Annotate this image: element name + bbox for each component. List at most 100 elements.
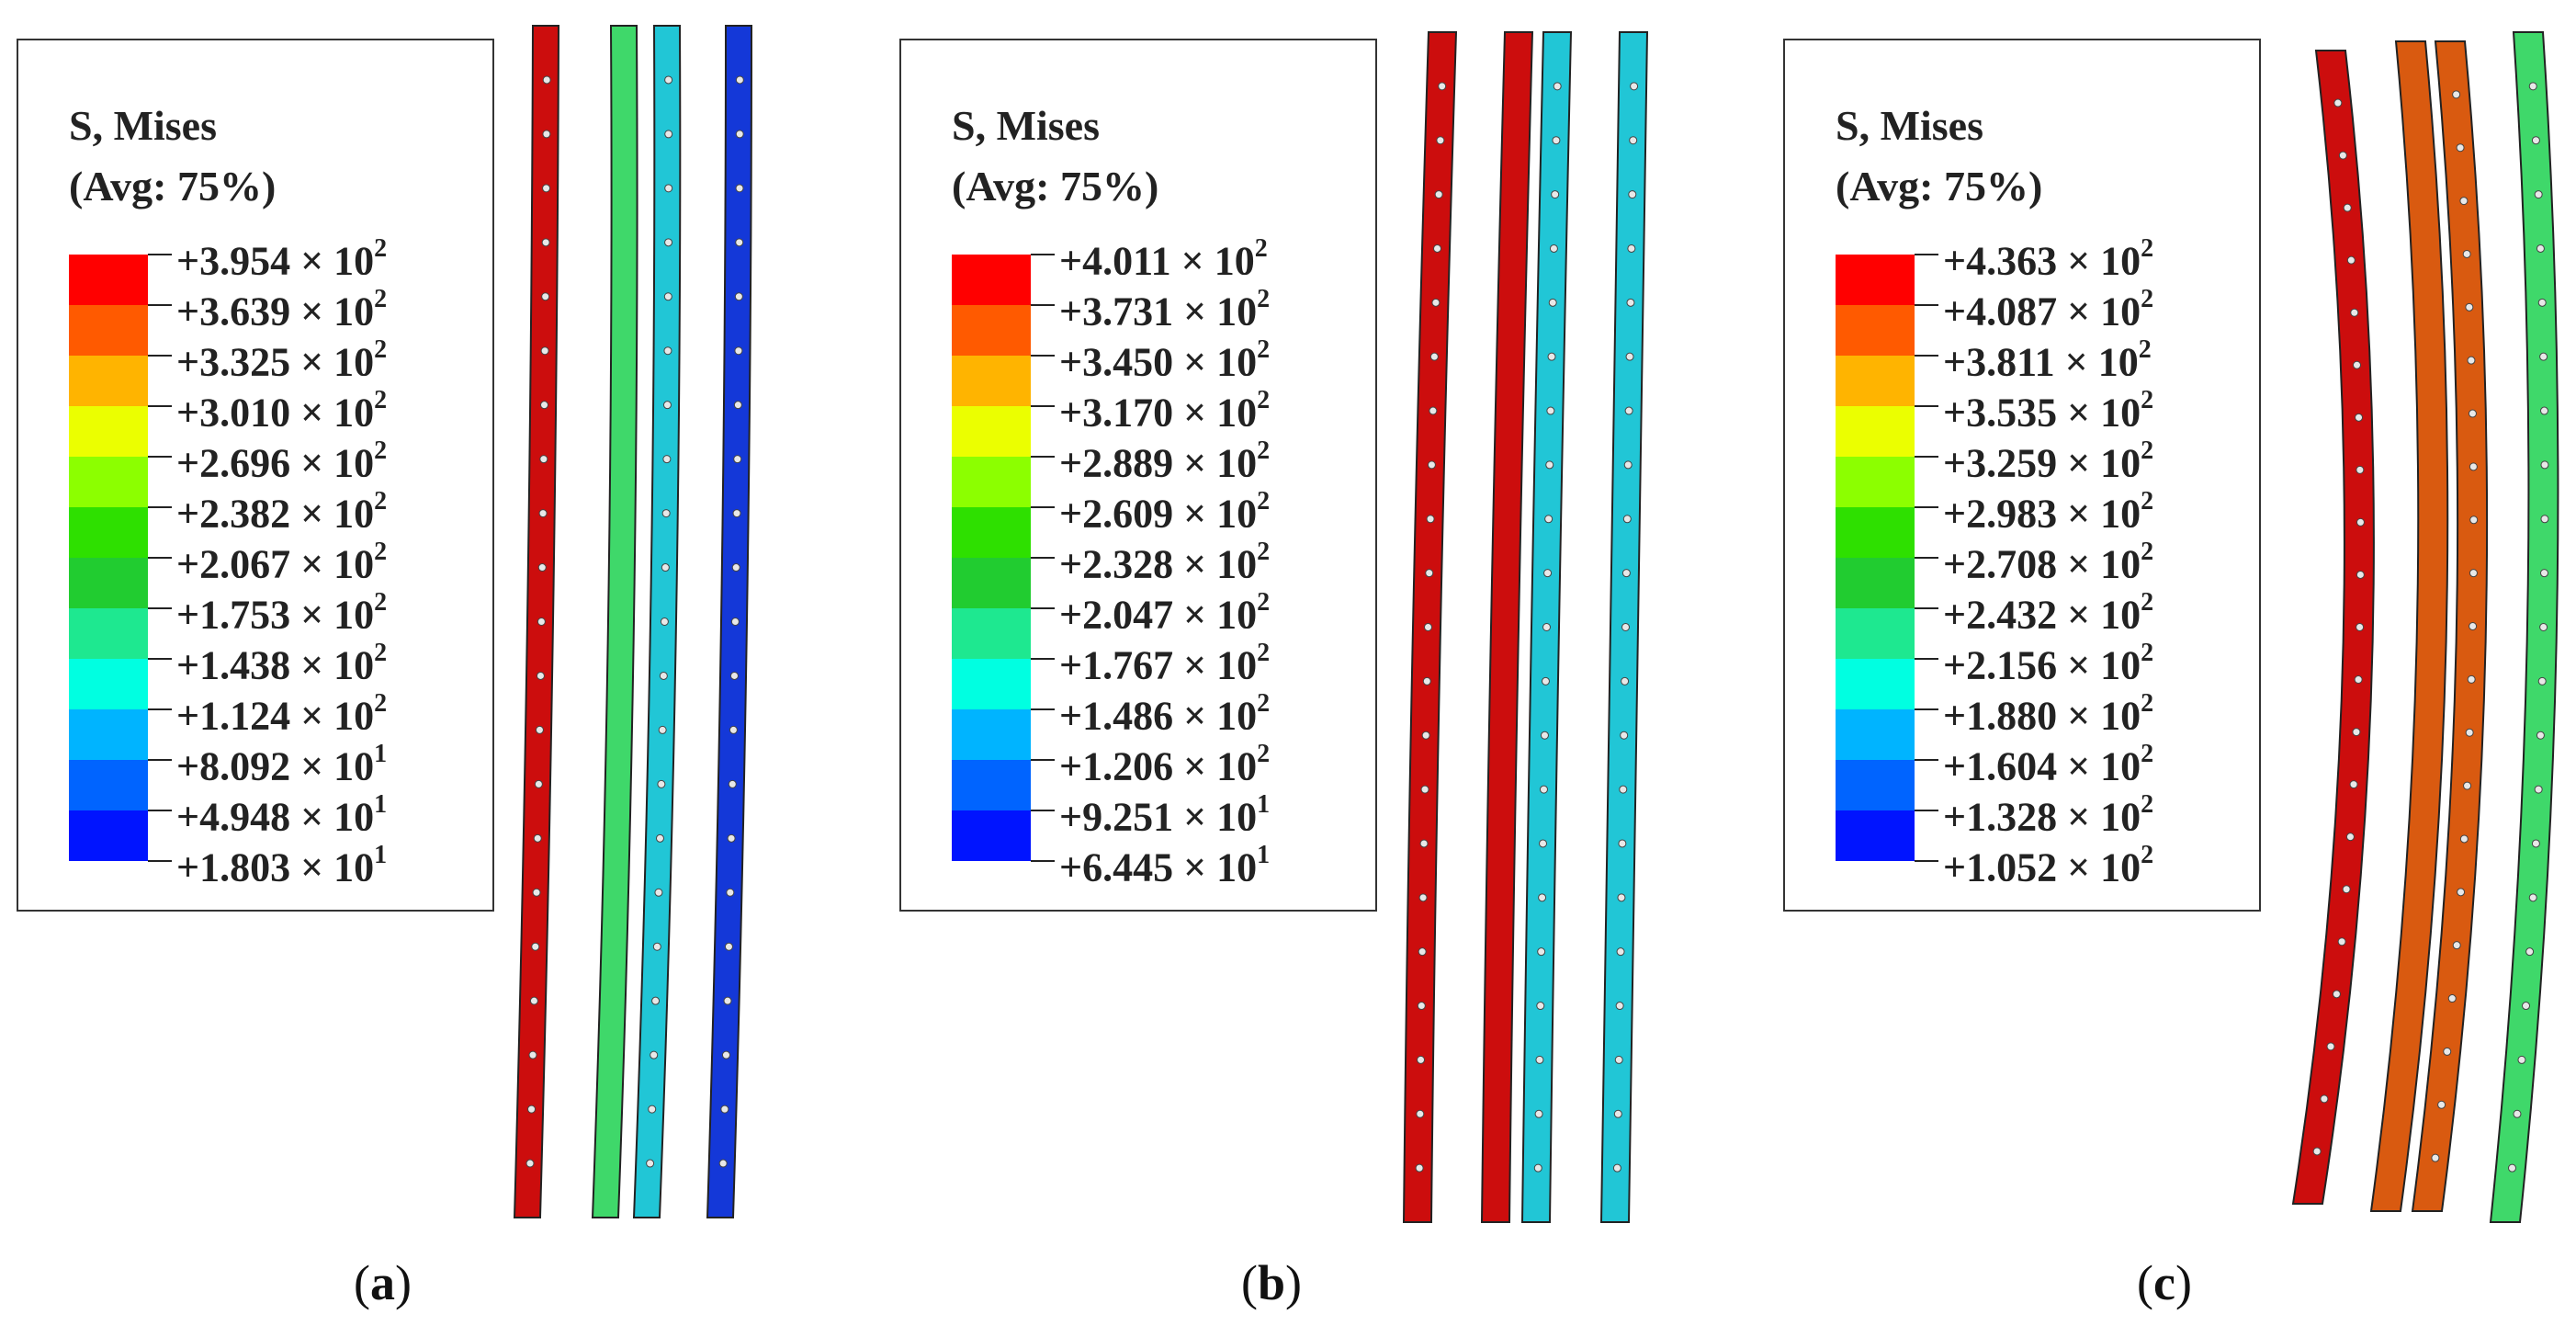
legend-title-line2: (Avg: 75%) [952,163,1159,210]
bolt-hole [1539,785,1548,794]
bolt-hole [2468,409,2477,418]
bolt-hole [1541,676,1550,685]
legend-tick [1031,658,1055,660]
bolt-hole [2463,781,2472,790]
legend-title-a: S, Mises (Avg: 75%) [69,96,276,217]
bolt-hole [662,401,672,410]
bolt-hole [1547,352,1556,361]
legend-value: +2.889 × 102 [1059,436,1271,486]
legend-value: +1.604 × 102 [1943,740,2154,789]
legend-swatch [952,810,1031,861]
member-1 [1402,31,1458,1223]
legend-swatch [1836,558,1915,608]
member-2-body [1480,31,1534,1223]
legend-swatch [1836,659,1915,709]
legend-tick [148,708,172,710]
bolt-hole [2333,98,2343,108]
members-c [2291,31,2559,1223]
bolt-hole [2459,834,2469,844]
legend-swatch [1836,608,1915,659]
bolt-hole [538,509,548,518]
bolt-hole [542,184,551,193]
legend-tick [148,860,172,862]
panel-c: S, Mises (Avg: 75%) +4.363 × 102 +4.087 ×… [1769,0,2576,1337]
legend-tick [1031,456,1055,458]
legend-tick [1915,658,1938,660]
bolt-hole [2356,517,2365,527]
legend-title-c: S, Mises (Avg: 75%) [1836,96,2042,217]
legend-tick [1915,557,1938,559]
legend-swatch [69,406,148,457]
legend-value: +1.753 × 102 [176,588,388,638]
bolt-hole [1551,190,1560,199]
panel-b: S, Mises (Avg: 75%) +4.011 × 102 +3.731 ×… [885,0,1744,1337]
legend-tick [1915,810,1938,811]
legend-swatch [952,507,1031,558]
legend-value: +4.087 × 102 [1943,285,2154,334]
bolt-hole [1620,731,1629,740]
legend-swatch [952,760,1031,810]
bolt-hole [733,455,742,464]
legend-title-line1: S, Mises [69,102,217,149]
legend-swatch [69,659,148,709]
legend-title-b: S, Mises (Avg: 75%) [952,96,1158,217]
legend-value: +2.047 × 102 [1059,588,1271,638]
legend-value: +4.363 × 102 [1943,234,2154,284]
legend-c: S, Mises (Avg: 75%) +4.363 × 102 +4.087 ×… [1783,39,2261,912]
bolt-hole [654,888,663,897]
legend-swatch [69,760,148,810]
legend-a: S, Mises (Avg: 75%) +3.954 × 102 +3.639 ×… [17,39,494,912]
legend-tick [1031,607,1055,609]
legend-value: +2.328 × 102 [1059,538,1271,587]
bolt-hole [646,1159,655,1168]
bolt-hole [2467,356,2476,365]
bolt-hole [2356,570,2365,579]
bolt-hole [2320,1094,2329,1104]
bolt-hole [2332,990,2341,999]
bolt-hole [2540,406,2549,415]
bolt-hole [659,671,668,680]
bolt-hole [2452,90,2461,99]
legend-swatch [1836,760,1915,810]
legend-tick [148,810,172,811]
legend-tick [148,304,172,306]
member-3-body [2411,40,2489,1212]
bolt-hole [724,942,733,951]
legend-value: +1.880 × 102 [1943,689,2154,739]
bolt-hole [2452,941,2461,950]
bolt-hole [1536,1002,1545,1011]
bolt-hole [2536,244,2545,253]
legend-value: +1.206 × 102 [1059,740,1271,789]
bolt-hole [664,184,673,193]
legend-value: +1.438 × 102 [176,639,388,688]
bolt-hole [1625,352,1634,361]
legend-tick [1915,708,1938,710]
bolt-hole [648,1105,657,1114]
bolt-hole [1537,947,1546,957]
legend-tick [1915,860,1938,862]
bolt-hole [1549,244,1558,253]
legend-tick [1915,304,1938,306]
legend-tick [1915,506,1938,508]
bolt-hole [1417,1002,1426,1011]
bolt-hole [661,563,670,572]
bolt-hole [1624,406,1633,415]
bolt-hole [664,75,673,85]
bolt-hole [2350,308,2359,317]
bolt-hole [2531,136,2540,145]
bolt-hole [2356,623,2365,631]
bolt-hole [534,779,543,788]
bolt-hole [1621,676,1630,685]
bolt-hole [1429,406,1438,415]
legend-value: +9.251 × 101 [1059,790,1271,840]
bolt-hole [2346,255,2356,265]
bolt-hole [2540,460,2549,470]
bolt-hole [1419,839,1429,848]
legend-tick [148,506,172,508]
bolt-hole [1539,839,1548,848]
bolt-hole [529,996,538,1005]
bolt-hole [1420,785,1429,794]
member-2 [2369,40,2449,1212]
legend-value: +2.067 × 102 [176,538,388,587]
bolt-hole [531,942,540,951]
